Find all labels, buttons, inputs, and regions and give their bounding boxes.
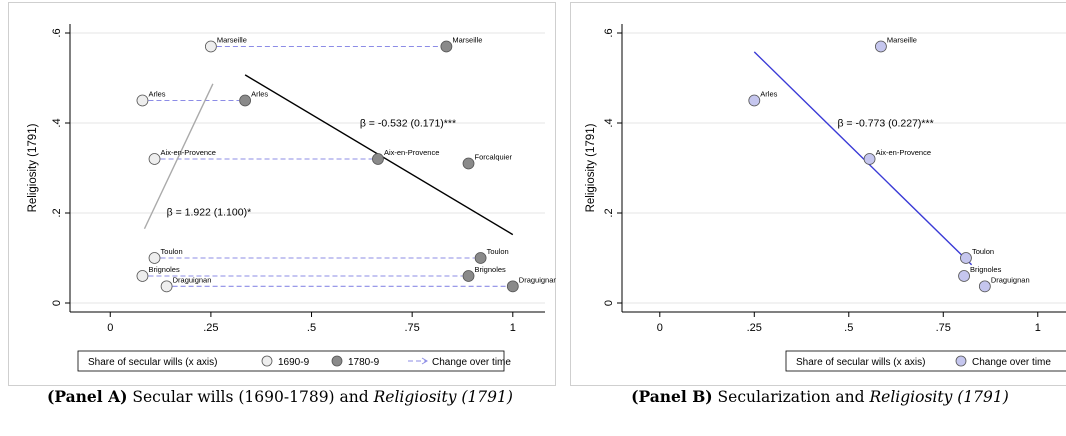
fit-annotation: β = -0.532 (0.171)*** — [360, 118, 456, 130]
point-label: Forcalquier — [475, 153, 513, 162]
point-label: Draguignan — [991, 275, 1030, 284]
x-tick-label: .75 — [405, 322, 420, 334]
y-tick-label: 0 — [51, 300, 63, 306]
y-tick-label: .4 — [603, 118, 615, 127]
y-axis-label: Religiosity (1791) — [27, 123, 39, 212]
data-point — [204, 40, 217, 53]
panel-b-caption-italic: Religiosity (1791) — [869, 388, 1009, 406]
panel-frame — [570, 2, 1066, 386]
legend-marker — [331, 355, 343, 367]
y-tick-label: .2 — [51, 208, 63, 217]
x-tick-label: 0 — [107, 322, 113, 334]
data-point — [136, 270, 149, 282]
panel-b-chart: 0 .2 .4 .6 0 .25 .5 .75 1 Religiosity (1791) β = -… — [570, 2, 1066, 386]
point-label: Aix-en-Provence — [876, 148, 931, 157]
data-point — [372, 153, 384, 165]
data-point — [239, 94, 252, 107]
point-label: Marseille — [452, 36, 482, 45]
point-label: Arles — [148, 90, 165, 99]
point-label: Marseille — [217, 36, 247, 45]
point-label: Toulon — [161, 247, 183, 256]
legend-item: Change over time — [432, 357, 511, 368]
x-tick-label: 1 — [510, 322, 516, 334]
data-point — [148, 252, 161, 264]
fit-line — [753, 51, 973, 266]
x-tick-label: .75 — [936, 322, 951, 334]
point-label: Draguignan — [519, 275, 556, 284]
data-point — [462, 157, 475, 170]
point-label: Marseille — [887, 36, 917, 45]
x-tick-label: 1 — [1035, 322, 1041, 334]
point-label: Aix-en-Provence — [161, 148, 216, 157]
point-label: Toulon — [487, 247, 509, 256]
fit-line — [143, 83, 214, 230]
data-point — [160, 280, 173, 293]
data-point — [978, 280, 991, 293]
x-tick-label: .5 — [844, 322, 853, 334]
data-point — [958, 270, 970, 282]
data-point — [136, 94, 149, 107]
x-tick-label: 0 — [657, 322, 663, 334]
panel-b-caption-text: Secularization and — [712, 388, 870, 406]
legend-marker — [955, 355, 967, 367]
panel-a-caption-text: Secular wills (1690-1789) and — [127, 388, 374, 406]
y-tick-label: .4 — [51, 118, 63, 127]
panel-a-chart: 0 .2 .4 .6 0 .25 .5 .75 1 Religiosity (1791) β = 1… — [8, 2, 556, 386]
point-label: Toulon — [972, 247, 994, 256]
legend-item: Share of secular wills (x axis) — [88, 357, 217, 368]
data-point — [960, 252, 972, 264]
y-tick-label: 0 — [603, 300, 615, 306]
y-tick-label: .6 — [51, 28, 63, 37]
legend-item: 1690-9 — [278, 357, 310, 368]
data-point — [148, 153, 161, 165]
panel-b-caption-label: (Panel B) — [631, 387, 713, 406]
panel-a-caption: (Panel A) Secular wills (1690-1789) and … — [10, 387, 550, 407]
legend-item: Share of secular wills (x axis) — [796, 357, 925, 368]
data-point — [748, 94, 761, 107]
panel-b-caption: (Panel B) Secularization and Religiosity… — [570, 387, 1066, 407]
data-point — [875, 40, 887, 53]
legend-box — [785, 350, 1066, 372]
data-point — [506, 280, 519, 293]
y-tick-label: .2 — [603, 208, 615, 217]
fit-annotation: β = 1.922 (1.100)* — [167, 206, 252, 218]
data-point — [462, 270, 475, 282]
point-label: Brignoles — [475, 265, 507, 274]
point-label: Brignoles — [970, 265, 1002, 274]
point-label: Arles — [760, 90, 777, 99]
point-label: Draguignan — [173, 275, 212, 284]
panel-a-caption-italic: Religiosity (1791) — [373, 388, 513, 406]
fit-annotation: β = -0.773 (0.227)*** — [837, 118, 933, 130]
x-tick-label: .25 — [203, 322, 218, 334]
y-tick-label: .6 — [603, 28, 615, 37]
legend-arrow-head — [421, 357, 428, 365]
legend-box — [77, 350, 505, 372]
panel-frame — [8, 2, 556, 386]
x-tick-label: .25 — [747, 322, 762, 334]
x-tick-label: .5 — [307, 322, 316, 334]
point-label: Arles — [251, 90, 268, 99]
data-point — [474, 252, 487, 264]
point-label: Aix-en-Provence — [384, 148, 439, 157]
legend-item: 1780-9 — [348, 357, 380, 368]
y-axis-label: Religiosity (1791) — [585, 123, 597, 212]
data-point — [863, 153, 876, 165]
panel-a-caption-label: (Panel A) — [47, 387, 128, 406]
legend-item: Change over time — [972, 357, 1051, 368]
legend-marker — [261, 355, 273, 367]
data-point — [440, 40, 453, 53]
point-label: Brignoles — [148, 265, 180, 274]
